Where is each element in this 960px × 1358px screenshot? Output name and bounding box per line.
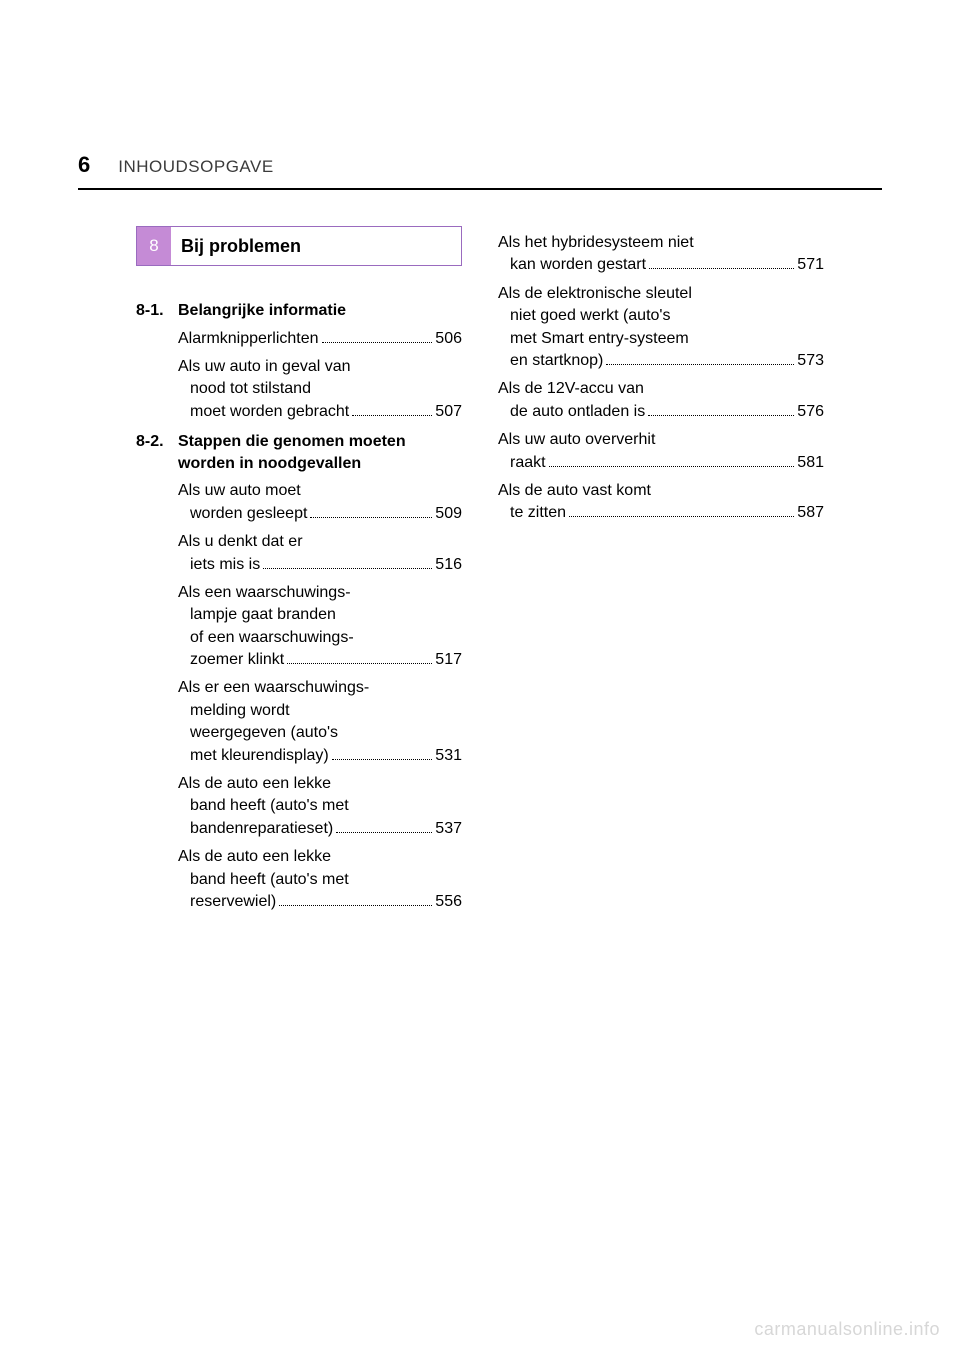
section-number: 8-1.: [136, 300, 178, 322]
entry-label: band heeft (auto's met: [178, 795, 349, 817]
entry-label: Als de auto een lekke: [178, 773, 331, 795]
entry-page: 509: [435, 503, 462, 525]
entry-page: 587: [797, 502, 824, 524]
entry-label: met Smart entry-systeem: [498, 328, 689, 350]
entries: Alarmknipperlichten 506 Als uw auto in g…: [136, 328, 462, 424]
page-header: 6 INHOUDSOPGAVE: [78, 152, 882, 178]
toc-entry: Als de elektronische sleutel niet goed w…: [498, 283, 824, 373]
entry-label: Als de auto vast komt: [498, 480, 651, 502]
entry-label: band heeft (auto's met: [178, 869, 349, 891]
toc-entry: Als de auto een lekke band heeft (auto's…: [178, 773, 462, 840]
entry-label: zoemer klinkt: [178, 649, 284, 671]
toc-entry: Als uw auto in geval van nood tot stilst…: [178, 356, 462, 423]
leader-dots: [287, 650, 432, 664]
chapter-number-tab: 8: [137, 227, 171, 265]
entry-page: 507: [435, 401, 462, 423]
section: 8-1. Belangrijke informatie Alarmknipper…: [136, 300, 462, 423]
leader-dots: [606, 351, 794, 365]
header-title: INHOUDSOPGAVE: [118, 157, 273, 177]
page-number: 6: [78, 152, 90, 178]
toc-entry: Alarmknipperlichten 506: [178, 328, 462, 350]
section-title: Stappen die genomen moeten worden in noo…: [178, 431, 462, 474]
entry-label: Als u denkt dat er: [178, 531, 303, 553]
entry-label: Als uw auto moet: [178, 480, 301, 502]
leader-dots: [549, 452, 795, 466]
chapter-bar: 8 Bij problemen: [136, 226, 462, 266]
entry-page: 581: [797, 452, 824, 474]
watermark: carmanualsonline.info: [754, 1319, 940, 1340]
toc-entry: Als u denkt dat er iets mis is 516: [178, 531, 462, 576]
entry-label: met kleurendisplay): [178, 745, 329, 767]
leader-dots: [322, 328, 433, 342]
toc-entry: Als de auto een lekke band heeft (auto's…: [178, 846, 462, 913]
entry-label: iets mis is: [178, 554, 260, 576]
toc-entry: Als uw auto oververhit raakt 581: [498, 429, 824, 474]
entry-page: 537: [435, 818, 462, 840]
entry-page: 506: [435, 328, 462, 350]
column-right: Als het hybridesysteem niet kan worden g…: [498, 226, 824, 921]
entry-page: 573: [797, 350, 824, 372]
entry-label: Als het hybridesysteem niet: [498, 232, 694, 254]
entry-label: Als uw auto in geval van: [178, 356, 351, 378]
entry-label: Als de elektronische sleutel: [498, 283, 692, 305]
entry-page: 517: [435, 649, 462, 671]
leader-dots: [648, 401, 794, 415]
leader-dots: [649, 255, 794, 269]
entry-label: Als de auto een lekke: [178, 846, 331, 868]
entry-page: 576: [797, 401, 824, 423]
entry-label: Als er een waarschuwings-: [178, 677, 369, 699]
entry-page: 531: [435, 745, 462, 767]
entry-page: 516: [435, 554, 462, 576]
section-heading: 8-1. Belangrijke informatie: [136, 300, 462, 322]
leader-dots: [310, 503, 432, 517]
entry-label: Alarmknipperlichten: [178, 328, 319, 350]
entry-page: 556: [435, 891, 462, 913]
leader-dots: [263, 554, 432, 568]
entry-label: lampje gaat branden: [178, 604, 336, 626]
leader-dots: [332, 745, 433, 759]
entry-label: niet goed werkt (auto's: [498, 305, 670, 327]
entry-label: en startknop): [498, 350, 603, 372]
toc-entry: Als de auto vast komt te zitten 587: [498, 480, 824, 525]
section-number: 8-2.: [136, 431, 178, 474]
entry-label: reservewiel): [178, 891, 276, 913]
toc-entry: Als een waarschuwings- lampje gaat brand…: [178, 582, 462, 672]
leader-dots: [279, 892, 432, 906]
chapter-title: Bij problemen: [171, 227, 461, 265]
entry-label: bandenreparatieset): [178, 818, 333, 840]
entries: Als uw auto moet worden gesleept 509 Als…: [136, 480, 462, 913]
header-rule: [78, 188, 882, 190]
entry-label: of een waarschuwings-: [178, 627, 354, 649]
entry-page: 571: [797, 254, 824, 276]
toc-entry: Als uw auto moet worden gesleept 509: [178, 480, 462, 525]
section-heading: 8-2. Stappen die genomen moeten worden i…: [136, 431, 462, 474]
entry-label: raakt: [498, 452, 546, 474]
entry-label: kan worden gestart: [498, 254, 646, 276]
column-left: 8 Bij problemen 8-1. Belangrijke informa…: [136, 226, 462, 921]
entry-label: moet worden gebracht: [178, 401, 349, 423]
columns: 8 Bij problemen 8-1. Belangrijke informa…: [78, 226, 882, 921]
entry-label: nood tot stilstand: [178, 378, 311, 400]
section: 8-2. Stappen die genomen moeten worden i…: [136, 431, 462, 913]
entry-label: Als de 12V-accu van: [498, 378, 644, 400]
entry-label: worden gesleept: [178, 503, 307, 525]
toc-entry: Als het hybridesysteem niet kan worden g…: [498, 232, 824, 277]
entry-label: te zitten: [498, 502, 566, 524]
entry-label: Als uw auto oververhit: [498, 429, 655, 451]
section-title: Belangrijke informatie: [178, 300, 462, 322]
entry-label: Als een waarschuwings-: [178, 582, 351, 604]
entry-label: de auto ontladen is: [498, 401, 645, 423]
entry-label: melding wordt: [178, 700, 290, 722]
leader-dots: [352, 401, 432, 415]
toc-entry: Als de 12V-accu van de auto ontladen is …: [498, 378, 824, 423]
leader-dots: [569, 503, 794, 517]
toc-entry: Als er een waarschuwings- melding wordt …: [178, 677, 462, 767]
entry-label: weergegeven (auto's: [178, 722, 338, 744]
page: 6 INHOUDSOPGAVE 8 Bij problemen 8-1. Bel…: [0, 0, 960, 1358]
leader-dots: [336, 818, 432, 832]
